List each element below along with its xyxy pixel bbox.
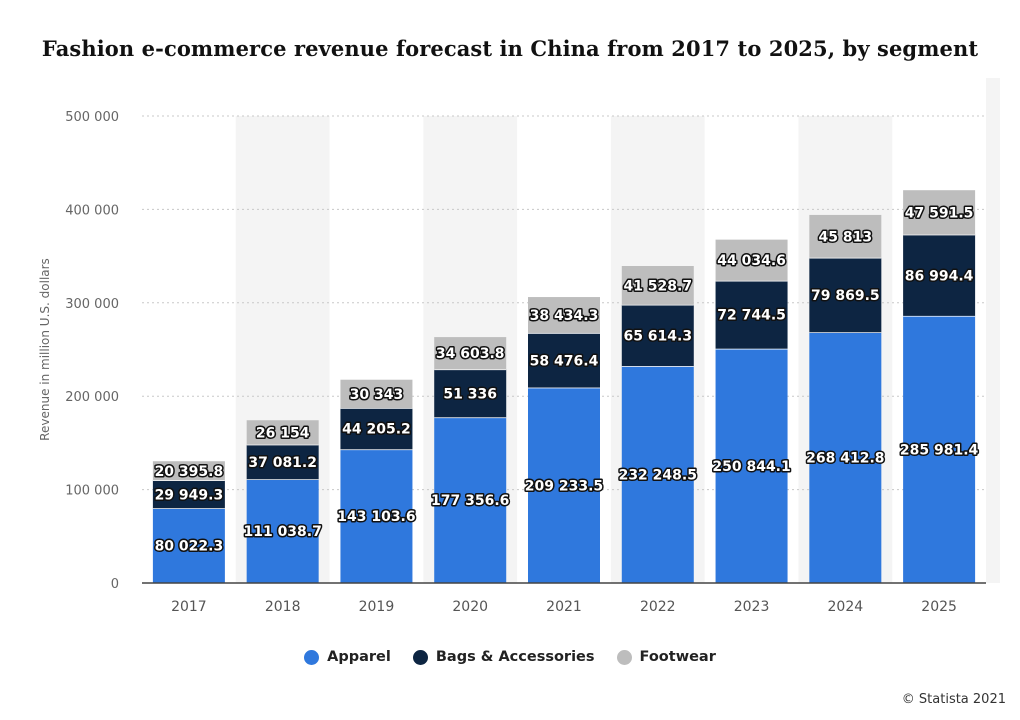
data-label: 143 103.6 xyxy=(337,509,415,525)
bar-footwear xyxy=(903,190,976,235)
bar-bags-accessories xyxy=(434,369,507,418)
legend-item-apparel[interactable]: Apparel xyxy=(304,649,391,665)
y-axis-title: Revenue in million U.S. dollars xyxy=(38,258,52,441)
bar-footwear xyxy=(809,214,882,258)
data-label: 72 744.5 xyxy=(717,308,786,324)
data-label: 250 844.1 xyxy=(712,459,790,475)
bar-apparel xyxy=(715,348,788,583)
bar-footwear xyxy=(340,379,413,409)
x-tick-label: 2018 xyxy=(265,599,301,615)
legend-item-footwear[interactable]: Footwear xyxy=(616,649,716,665)
x-tick-label: 2023 xyxy=(734,599,770,615)
data-label: 177 356.6 xyxy=(431,493,509,509)
data-label: 38 434.3 xyxy=(530,308,599,324)
legend: Apparel Bags & Accessories Footwear xyxy=(0,649,1020,665)
data-label: 79 869.5 xyxy=(811,288,880,304)
legend-swatch-apparel xyxy=(304,649,320,665)
data-label: 268 412.8 xyxy=(806,451,884,467)
y-tick-label: 300 000 xyxy=(65,297,119,312)
bar-apparel xyxy=(152,508,225,583)
data-label: 65 614.3 xyxy=(623,328,692,344)
legend-swatch-footwear xyxy=(616,649,632,665)
data-label: 41 528.7 xyxy=(623,278,692,294)
bar-bags-accessories xyxy=(528,332,600,388)
data-label: 44 034.6 xyxy=(717,253,786,269)
bar-bags-accessories xyxy=(340,408,413,450)
data-label: 209 233.5 xyxy=(525,478,603,494)
bar-apparel xyxy=(809,332,882,583)
legend-label-bags-accessories: Bags & Accessories xyxy=(435,649,595,665)
x-tick-label: 2024 xyxy=(828,599,864,615)
x-tick-label: 2025 xyxy=(921,599,957,615)
data-label: 285 981.4 xyxy=(900,442,979,458)
data-label: 30 343 xyxy=(350,387,404,403)
bar-bags-accessories xyxy=(715,280,788,349)
bar-apparel xyxy=(246,479,319,583)
data-label: 47 591.5 xyxy=(905,205,974,221)
x-tick-label: 2019 xyxy=(359,599,395,615)
legend-label-footwear: Footwear xyxy=(639,649,716,665)
legend-item-bags-accessories[interactable]: Bags & Accessories xyxy=(412,649,595,665)
bar-apparel xyxy=(621,366,694,583)
data-label: 45 813 xyxy=(819,229,873,245)
bar-bags-accessories xyxy=(246,444,319,480)
y-tick-label: 0 xyxy=(111,577,119,592)
legend-swatch-bags-accessories xyxy=(412,649,428,665)
plot-edge-band xyxy=(986,78,1000,583)
bar-apparel xyxy=(340,449,413,583)
bar-footwear xyxy=(621,266,694,305)
bar-bags-accessories xyxy=(903,234,976,316)
bar-bags-accessories xyxy=(809,257,882,333)
legend-label-apparel: Apparel xyxy=(327,649,391,665)
bar-apparel xyxy=(434,417,507,583)
data-label: 34 603.8 xyxy=(436,346,505,362)
x-tick-label: 2021 xyxy=(546,599,582,615)
source-credit: © Statista 2021 xyxy=(901,692,1006,707)
data-label: 29 949.3 xyxy=(155,487,224,503)
bar-apparel xyxy=(528,387,600,583)
bar-footwear xyxy=(152,461,225,481)
data-label: 232 248.5 xyxy=(619,468,697,484)
y-tick-label: 200 000 xyxy=(65,390,119,405)
bar-footwear xyxy=(246,420,319,445)
bar-footwear xyxy=(434,337,507,370)
chart-title: Fashion e-commerce revenue forecast in C… xyxy=(41,36,979,61)
data-label: 37 081.2 xyxy=(248,455,317,471)
data-label: 58 476.4 xyxy=(530,353,599,369)
y-tick-label: 500 000 xyxy=(65,110,119,125)
bar-bags-accessories xyxy=(152,480,225,509)
x-tick-label: 2017 xyxy=(171,599,207,615)
data-label: 51 336 xyxy=(443,386,497,402)
bar-footwear xyxy=(528,297,600,333)
data-label: 111 038.7 xyxy=(243,524,321,540)
data-label: 20 395.8 xyxy=(155,464,224,480)
bar-apparel xyxy=(903,315,976,583)
data-label: 80 022.3 xyxy=(155,539,224,555)
bar-chart: 0 100 000 200 000 300 000 400 000 500 000 Reve… xyxy=(38,78,1000,615)
data-label: 44 205.2 xyxy=(342,422,411,438)
y-tick-label: 400 000 xyxy=(65,203,119,218)
y-tick-label: 100 000 xyxy=(65,484,119,499)
bar-bags-accessories xyxy=(621,304,694,367)
x-tick-label: 2020 xyxy=(452,599,488,615)
bar-footwear xyxy=(715,239,788,281)
data-label: 26 154 xyxy=(256,425,310,441)
data-label: 86 994.4 xyxy=(905,268,974,284)
x-tick-label: 2022 xyxy=(640,599,676,615)
